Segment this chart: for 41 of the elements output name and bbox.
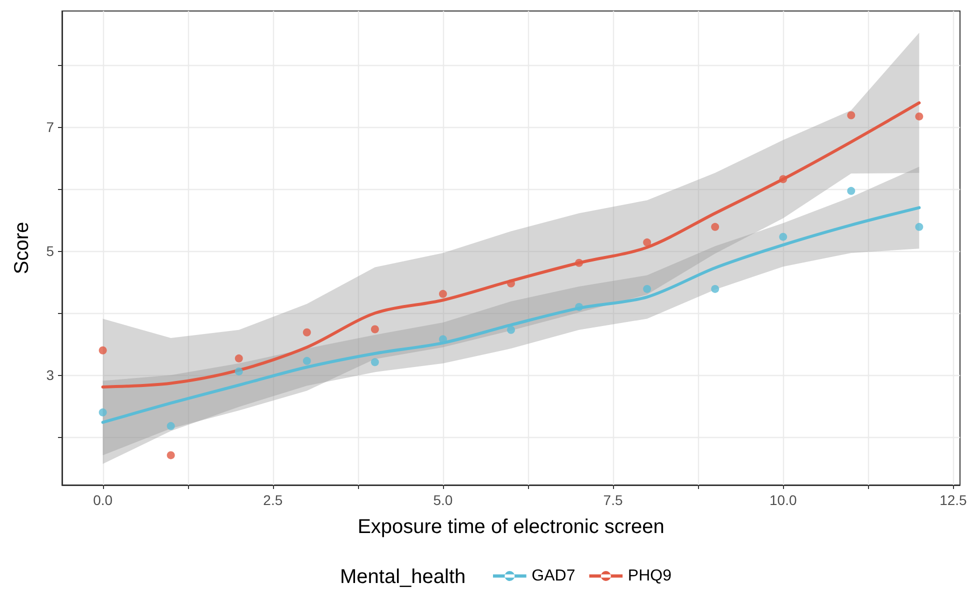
point	[915, 112, 924, 120]
point	[643, 238, 652, 246]
point	[915, 222, 924, 231]
point	[98, 346, 107, 354]
line-series	[101, 206, 921, 424]
x-tick-label: 2.5	[263, 492, 283, 508]
point	[370, 358, 379, 366]
point	[711, 222, 720, 231]
line-series	[101, 101, 921, 388]
legend-title: Mental_health	[340, 566, 466, 588]
point	[302, 328, 311, 336]
point	[166, 422, 175, 430]
point	[507, 279, 515, 288]
legend-label: GAD7	[532, 568, 576, 584]
point	[302, 356, 311, 365]
point	[779, 175, 788, 184]
point	[575, 258, 584, 267]
point	[234, 354, 243, 362]
point	[507, 326, 515, 334]
x-tick-label: 12.5	[940, 492, 968, 508]
point	[643, 284, 652, 293]
point	[166, 451, 175, 460]
y-axis-title: Score	[11, 222, 33, 274]
point	[711, 284, 720, 293]
point	[234, 367, 243, 376]
x-tick-label: 0.0	[93, 492, 113, 508]
point	[779, 232, 788, 241]
point	[847, 111, 856, 120]
x-axis-title: Exposure time of electronic screen	[358, 516, 664, 538]
point	[98, 408, 107, 416]
point	[370, 325, 379, 334]
point	[847, 186, 856, 195]
y-tick-label: 5	[46, 243, 54, 260]
point	[438, 290, 447, 298]
x-tick-label: 10.0	[769, 492, 797, 508]
x-tick-label: 7.5	[603, 492, 623, 508]
y-tick-label: 3	[46, 367, 54, 384]
legend-label: PHQ9	[628, 568, 672, 584]
point	[575, 302, 584, 311]
x-tick-label: 5.0	[433, 492, 453, 508]
y-tick-label: 7	[46, 119, 54, 136]
